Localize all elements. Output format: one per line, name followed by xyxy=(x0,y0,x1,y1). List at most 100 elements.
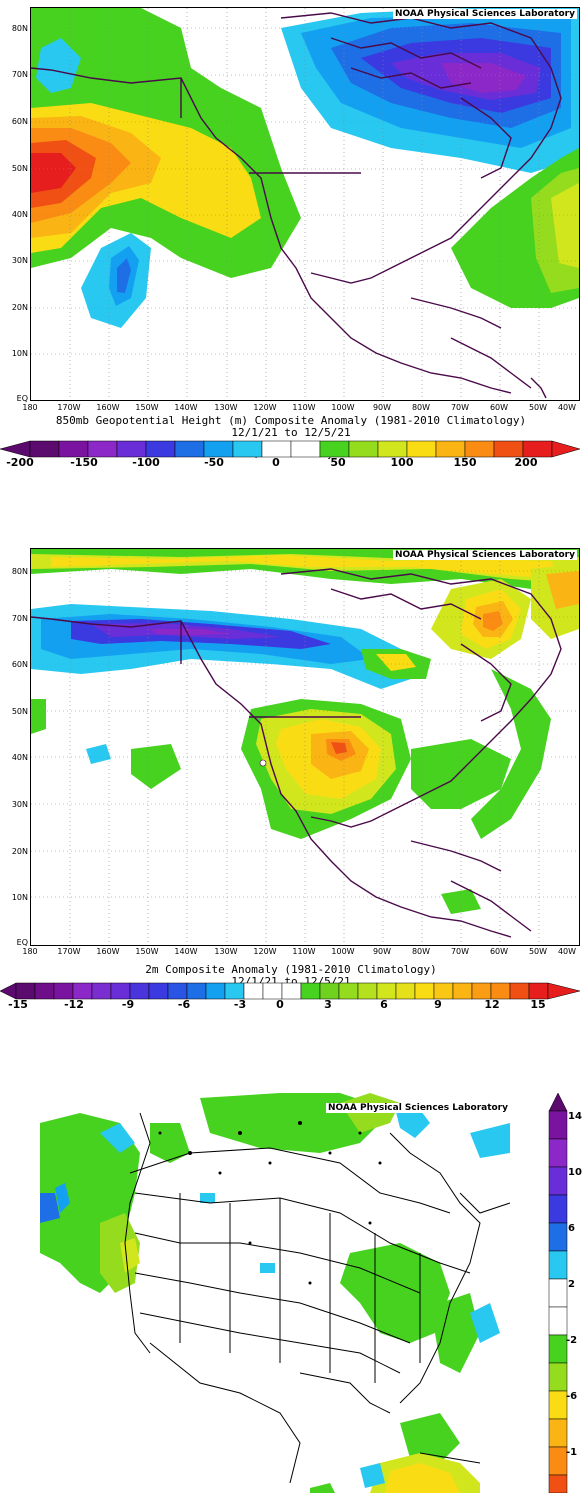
lon-label: 100W xyxy=(331,947,355,956)
map-850mb-height: NOAA Physical Sciences Laboratory xyxy=(30,7,580,401)
grid-lines xyxy=(31,549,579,945)
lon-label: 150W xyxy=(135,947,159,956)
lat-label: 40N xyxy=(11,210,28,219)
colorbar-label: 9 xyxy=(434,998,442,1011)
grid-lines xyxy=(31,8,579,400)
lat-label: 40N xyxy=(11,753,28,762)
lon-label: 170W xyxy=(57,403,81,412)
colorbar-label: -12 xyxy=(64,998,84,1011)
colorbar xyxy=(0,440,581,458)
credit-label: NOAA Physical Sciences Laboratory xyxy=(325,1103,510,1113)
lat-label: 30N xyxy=(11,800,28,809)
colorbar-label: -50 xyxy=(204,456,224,469)
colorbar-label: -200 xyxy=(6,456,34,469)
map-2m-temperature: NOAA Physical Sciences Laboratory xyxy=(30,548,580,946)
lat-label: 80N xyxy=(11,567,28,576)
anomaly-fill xyxy=(40,1093,510,1493)
credit-label: NOAA Physical Sciences Laboratory xyxy=(392,550,577,560)
coastlines xyxy=(31,568,562,938)
lon-label: 150W xyxy=(135,403,159,412)
lon-label: 90W xyxy=(372,947,392,956)
colorbar-label: 6 xyxy=(380,998,388,1011)
colorbar-label: -9 xyxy=(121,998,135,1011)
colorbar-label: 200 xyxy=(514,456,538,469)
panel-850mb-height: NOAA Physical Sciences Laboratory 80N 70… xyxy=(0,0,582,480)
lat-label: 60N xyxy=(11,117,28,126)
lat-label: EQ xyxy=(16,938,28,947)
colorbar-label: 0 xyxy=(276,998,284,1011)
colorbar-label: -150 xyxy=(70,456,98,469)
lon-label: 90W xyxy=(372,403,392,412)
lon-label: 70W xyxy=(450,403,470,412)
lon-label: 40W xyxy=(557,947,577,956)
colorbar-label: -100 xyxy=(132,456,160,469)
map-850mb-svg xyxy=(31,8,579,400)
lat-label: 30N xyxy=(11,256,28,265)
map-title: 2m Composite Anomaly (1981-2010 Climatol… xyxy=(145,963,437,976)
colorbar-label: -2 xyxy=(566,1335,578,1346)
colorbar-label: 2 xyxy=(568,1279,575,1290)
lat-label: EQ xyxy=(16,394,28,403)
colorbar-label: 15 xyxy=(530,998,546,1011)
colorbar-label: 0 xyxy=(272,456,280,469)
colorbar-label: 50 xyxy=(330,456,346,469)
panel-north-america-map: NOAA Physical Sciences Laboratory 14 10 … xyxy=(0,1085,582,1493)
lon-label: 100W xyxy=(331,403,355,412)
map-title: 850mb Geopotential Height (m) Composite … xyxy=(55,414,527,427)
lat-label: 10N xyxy=(11,893,28,902)
lat-label: 20N xyxy=(11,847,28,856)
colorbar-label: 14 xyxy=(568,1111,582,1122)
map-2m-svg xyxy=(31,549,579,945)
lat-label: 50N xyxy=(11,164,28,173)
map-dates: 12/1/21 to 12/5/21 xyxy=(231,426,351,439)
lon-label: 130W xyxy=(214,947,238,956)
lat-label: 70N xyxy=(11,70,28,79)
colorbar-label: 150 xyxy=(453,456,477,469)
lon-label: 50W xyxy=(528,403,548,412)
colorbar-label: 100 xyxy=(390,456,414,469)
colorbar-label: 6 xyxy=(568,1223,575,1234)
map-north-america: NOAA Physical Sciences Laboratory xyxy=(40,1093,510,1493)
lon-label: 50W xyxy=(528,947,548,956)
lon-label: 140W xyxy=(174,403,198,412)
state-borders xyxy=(124,1112,510,1484)
lat-label: 60N xyxy=(11,660,28,669)
colorbar-label: -6 xyxy=(566,1391,578,1402)
lon-label: 110W xyxy=(292,403,316,412)
lat-label: 10N xyxy=(11,349,28,358)
lon-label: 160W xyxy=(96,403,120,412)
colorbar-label: -6 xyxy=(177,998,191,1011)
lon-label: 110W xyxy=(292,947,316,956)
colorbar-label: 10 xyxy=(568,1167,582,1178)
lon-label: 140W xyxy=(174,947,198,956)
lon-label: 60W xyxy=(489,403,509,412)
vertical-colorbar xyxy=(548,1093,568,1493)
credit-label: NOAA Physical Sciences Laboratory xyxy=(392,9,577,19)
colorbar xyxy=(0,982,581,1000)
lon-label: 130W xyxy=(214,403,238,412)
lon-label: 120W xyxy=(253,403,277,412)
lon-label: 160W xyxy=(96,947,120,956)
panel-2m-temperature: NOAA Physical Sciences Laboratory 80N 70… xyxy=(0,545,582,1020)
lon-label: 70W xyxy=(450,947,470,956)
lat-label: 50N xyxy=(11,707,28,716)
lon-label: 180 xyxy=(22,403,38,412)
lon-label: 40W xyxy=(557,403,577,412)
lon-label: 120W xyxy=(253,947,277,956)
anomaly-fill xyxy=(31,549,579,914)
colorbar-label: -3 xyxy=(233,998,247,1011)
lat-label: 20N xyxy=(11,303,28,312)
lon-label: 80W xyxy=(411,403,431,412)
colorbar-label: -15 xyxy=(8,998,28,1011)
lon-label: 180 xyxy=(22,947,38,956)
lakes-islands xyxy=(158,1121,382,1285)
coastlines xyxy=(31,12,562,399)
colorbar-label: 12 xyxy=(484,998,500,1011)
colorbar-label: -1 xyxy=(566,1447,578,1458)
lon-label: 170W xyxy=(57,947,81,956)
map-na-svg xyxy=(40,1093,510,1493)
lat-label: 80N xyxy=(11,24,28,33)
lat-label: 70N xyxy=(11,614,28,623)
colorbar-label: 3 xyxy=(324,998,332,1011)
lon-label: 60W xyxy=(489,947,509,956)
